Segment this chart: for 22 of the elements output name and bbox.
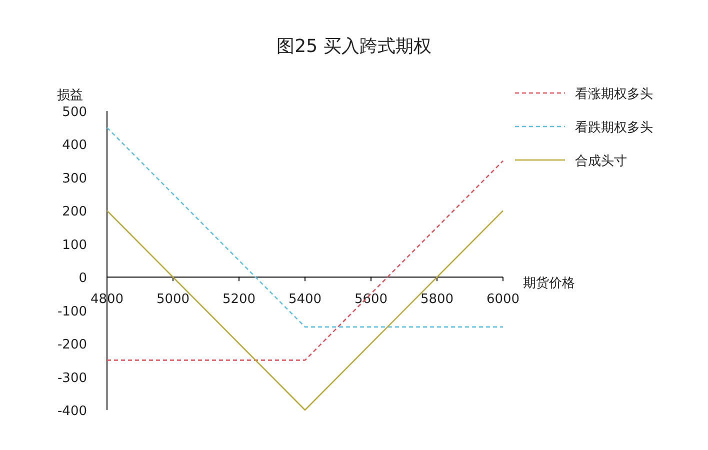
chart-title: 图25 买入跨式期权 xyxy=(276,36,432,57)
x-tick-label: 5600 xyxy=(354,292,388,308)
y-tick-label: 400 xyxy=(62,138,87,154)
y-tick-label: -200 xyxy=(57,338,87,353)
y-tick-label: 500 xyxy=(62,105,87,120)
legend-label: 合成头寸 xyxy=(575,154,627,169)
x-tick-label: 5800 xyxy=(420,292,454,308)
y-tick-label: 100 xyxy=(62,238,87,253)
x-axis-title: 期货价格 xyxy=(523,276,575,292)
x-tick-label: 5400 xyxy=(288,292,322,308)
y-tick-label: -400 xyxy=(57,404,87,419)
y-tick-label: 200 xyxy=(62,204,87,220)
x-tick-label: 5000 xyxy=(156,292,190,308)
y-axis-title: 损益 xyxy=(57,88,83,103)
x-tick-label: 5200 xyxy=(222,292,256,308)
y-tick-label: -100 xyxy=(57,304,87,320)
y-tick-label: 300 xyxy=(62,171,87,186)
y-tick-label: -300 xyxy=(57,370,87,386)
x-tick-label: 6000 xyxy=(486,292,520,308)
y-tick-label: 0 xyxy=(78,271,87,286)
legend-label: 看跌期权多头 xyxy=(575,120,653,136)
legend-label: 看涨期权多头 xyxy=(575,87,653,102)
